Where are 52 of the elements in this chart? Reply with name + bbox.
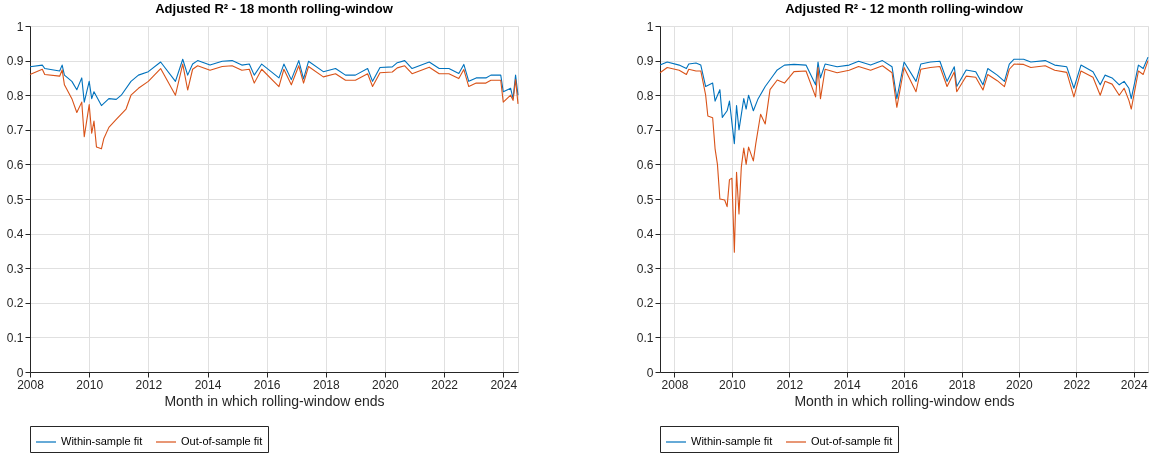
x-tick-label: 2010 <box>719 377 747 392</box>
y-tick-label: 0.6 <box>6 157 24 172</box>
line-series <box>29 58 519 107</box>
y-tick-label: 0.8 <box>6 88 24 103</box>
y-tick-label: 0.1 <box>636 330 654 345</box>
x-tick-label: 2008 <box>661 377 689 392</box>
y-tick-label: 0.2 <box>6 296 24 311</box>
y-tick-label: 1 <box>646 19 654 34</box>
line-series <box>659 56 1149 145</box>
x-tick-label: 2008 <box>17 377 45 392</box>
y-tick-label: 0.4 <box>636 227 654 242</box>
x-tick-label: 2018 <box>948 377 976 392</box>
legend-label: Within-sample fit <box>61 435 143 447</box>
y-tick-label: 0.5 <box>636 192 654 207</box>
x-tick-label: 2024 <box>490 377 518 392</box>
y-tick-label: 0.9 <box>636 54 654 69</box>
y-tick-label: 0.1 <box>6 330 24 345</box>
x-tick-label: 2012 <box>776 377 804 392</box>
y-tick-label: 0.4 <box>6 227 24 242</box>
y-tick-label: 1 <box>16 19 24 34</box>
chart-title: Adjusted R² - 12 month rolling-window <box>785 1 1024 16</box>
x-tick-label: 2012 <box>135 377 163 392</box>
line-series <box>29 63 519 150</box>
y-tick-label: 0.3 <box>6 261 24 276</box>
y-tick-label: 0.6 <box>636 157 654 172</box>
y-tick-label: 0.7 <box>636 123 654 138</box>
x-tick-label: 2016 <box>891 377 919 392</box>
y-tick-label: 0.5 <box>6 192 24 207</box>
y-tick-label: 0.3 <box>636 261 654 276</box>
y-tick-label: 0.2 <box>636 296 654 311</box>
legend-label: Out-of-sample fit <box>811 435 893 447</box>
x-tick-label: 2014 <box>194 377 222 392</box>
chart-title: Adjusted R² - 18 month rolling-window <box>155 1 394 16</box>
x-tick-label: 2014 <box>833 377 861 392</box>
x-tick-label: 2010 <box>76 377 104 392</box>
y-tick-label: 0 <box>646 365 654 380</box>
x-tick-label: 2020 <box>372 377 400 392</box>
legend-label: Out-of-sample fit <box>181 435 263 447</box>
x-axis-title: Month in which rolling-window ends <box>164 392 385 409</box>
x-tick-label: 2016 <box>253 377 281 392</box>
y-tick-label: 0.7 <box>6 123 24 138</box>
y-tick-label: 0.9 <box>6 54 24 69</box>
legend-label: Within-sample fit <box>691 435 773 447</box>
y-tick-label: 0 <box>16 365 24 380</box>
x-tick-label: 2018 <box>312 377 340 392</box>
x-tick-label: 2024 <box>1120 377 1148 392</box>
line-series <box>659 60 1149 253</box>
x-tick-label: 2022 <box>431 377 459 392</box>
y-tick-label: 0.8 <box>636 88 654 103</box>
x-axis-title: Month in which rolling-window ends <box>794 392 1015 409</box>
x-tick-label: 2020 <box>1006 377 1034 392</box>
x-tick-label: 2022 <box>1063 377 1091 392</box>
